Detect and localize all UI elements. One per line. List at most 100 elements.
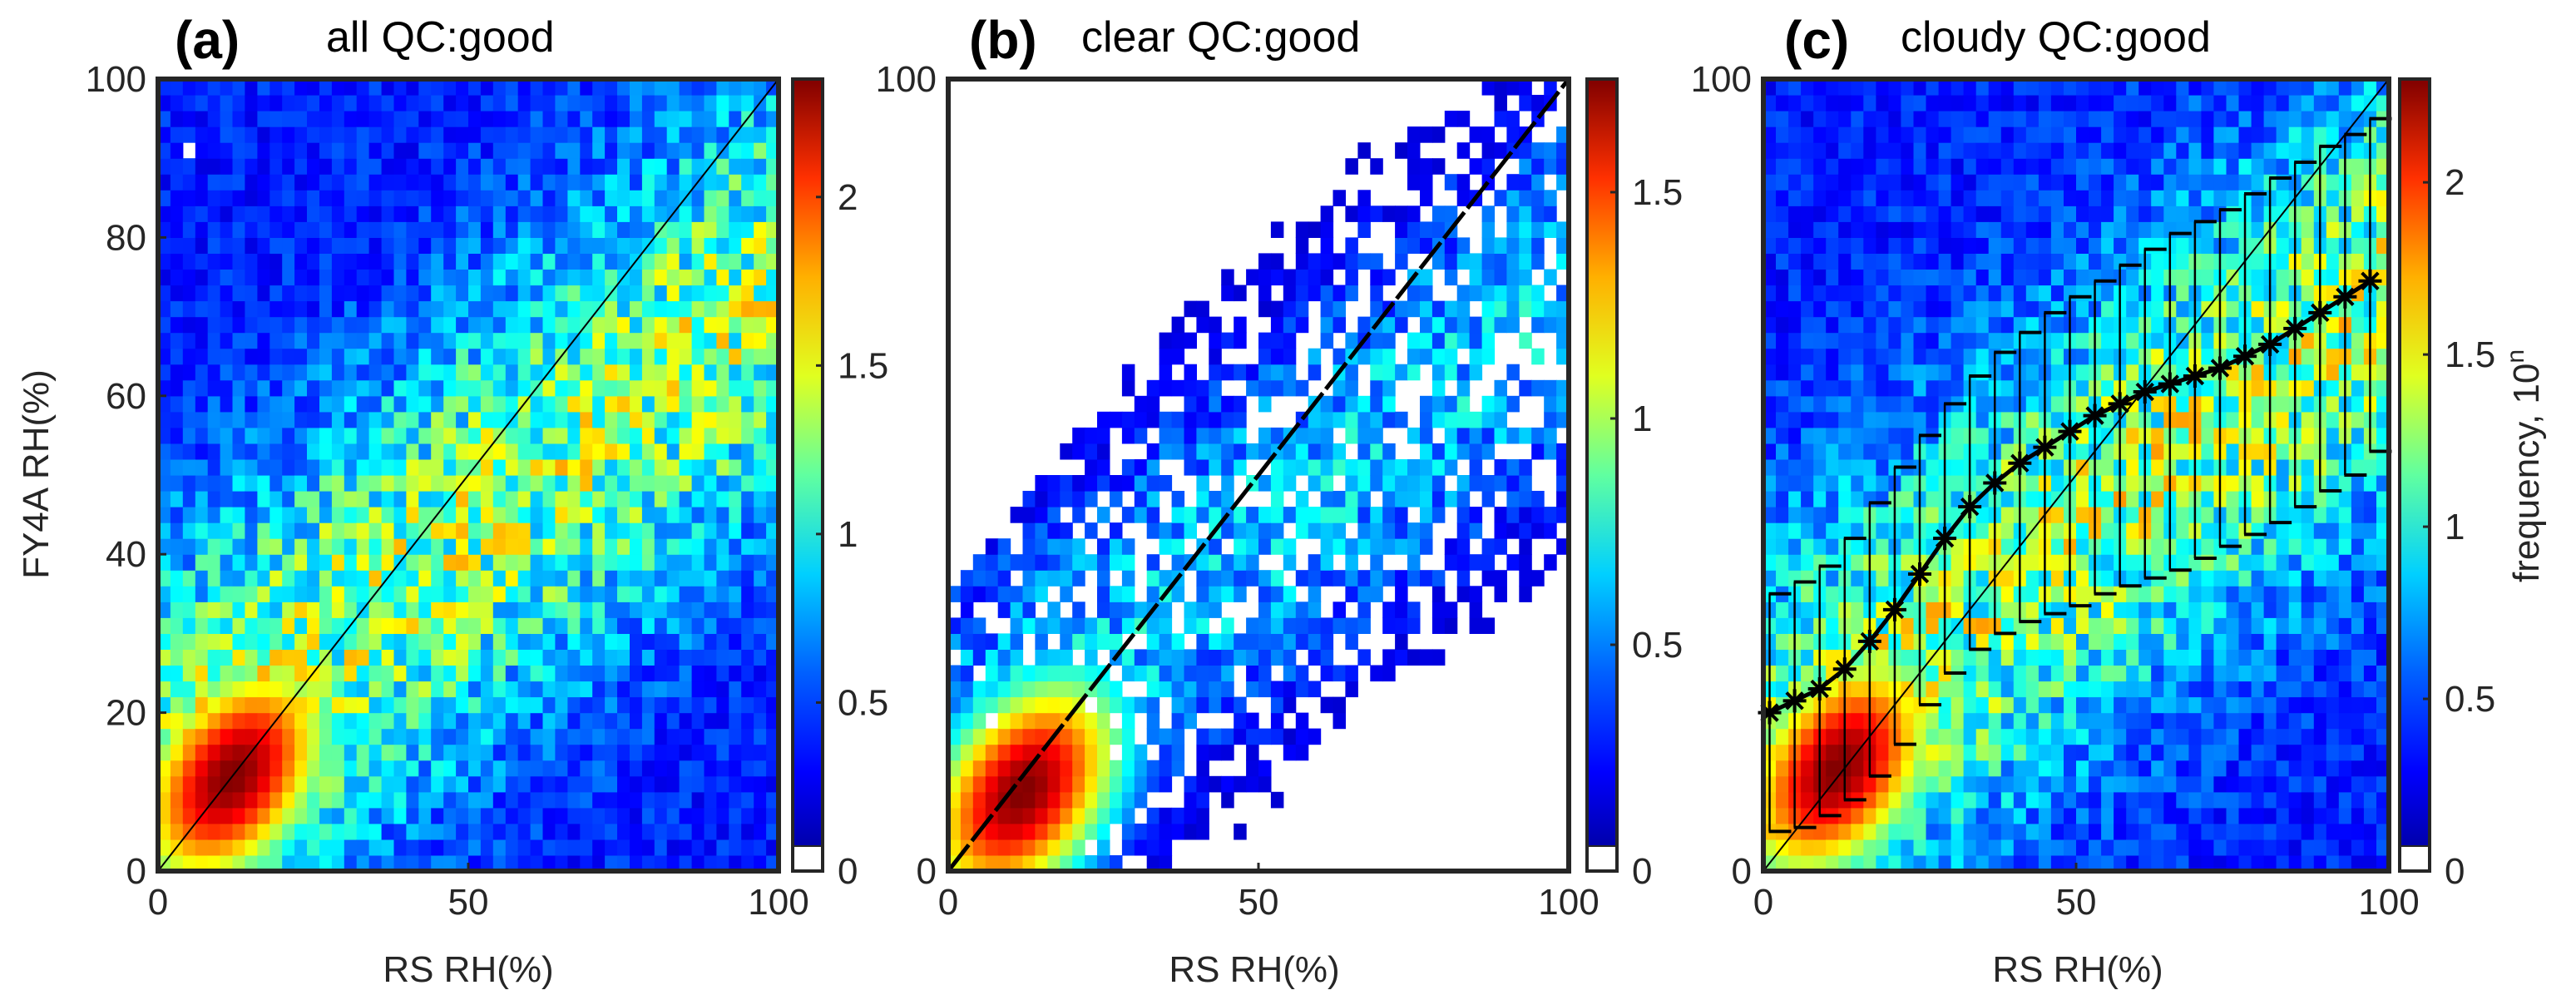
heatmap-cell — [344, 823, 358, 840]
heatmap-cell — [1481, 142, 1496, 159]
heatmap-cell — [1370, 411, 1383, 428]
heatmap-cell — [1097, 760, 1110, 777]
x-tick-label: 0 — [148, 882, 168, 923]
heatmap-cell — [232, 205, 245, 222]
heatmap-cell — [1801, 507, 1814, 523]
heatmap-cell — [1456, 538, 1471, 555]
heatmap-cell — [245, 633, 258, 650]
heatmap-cell — [207, 427, 221, 444]
heatmap-cell — [207, 300, 221, 318]
heatmap-cell — [997, 839, 1011, 856]
heatmap-cell — [666, 221, 680, 238]
heatmap-cell — [1171, 348, 1185, 365]
heatmap-cell — [2064, 111, 2077, 127]
heatmap-cell — [170, 475, 184, 492]
heatmap-cell — [282, 158, 295, 175]
heatmap-cell — [679, 522, 693, 539]
heatmap-cell — [1519, 253, 1532, 270]
heatmap-cell — [691, 348, 705, 365]
heatmap-cell — [2050, 205, 2064, 222]
heatmap-cell — [592, 665, 606, 682]
heatmap-cell — [1035, 775, 1048, 793]
heatmap-cell — [505, 300, 519, 318]
heatmap-cell — [1382, 570, 1396, 587]
heatmap-cell — [207, 586, 221, 602]
heatmap-cell — [641, 823, 655, 840]
heatmap-cell — [1072, 839, 1085, 856]
heatmap-cell — [1295, 681, 1309, 698]
heatmap-cell — [1926, 665, 1940, 682]
heatmap-cell — [468, 839, 482, 856]
heatmap-cell — [691, 253, 705, 270]
heatmap-cell — [232, 79, 245, 96]
heatmap-cell — [368, 427, 383, 444]
heatmap-cell — [1370, 475, 1383, 492]
heatmap-cell — [1988, 95, 2002, 111]
heatmap-cell — [344, 443, 358, 460]
heatmap-cell — [766, 791, 779, 809]
heatmap-cell — [1382, 395, 1396, 413]
heatmap-cell — [1838, 158, 1852, 175]
heatmap-cell — [456, 237, 469, 254]
heatmap-cell — [1876, 744, 1889, 761]
heatmap-cell — [1951, 823, 1965, 840]
heatmap-cell — [1382, 538, 1396, 555]
heatmap-cell — [2025, 348, 2040, 365]
heatmap-cell — [1481, 554, 1496, 571]
heatmap-cell — [1010, 554, 1024, 571]
heatmap-cell — [630, 379, 643, 397]
heatmap-cell — [2000, 379, 2015, 397]
heatmap-cell — [1901, 158, 1914, 175]
heatmap-cell — [269, 364, 283, 381]
heatmap-cell — [1913, 158, 1927, 175]
heatmap-cell — [691, 158, 705, 175]
heatmap-cell — [1060, 633, 1073, 650]
heatmap-cell — [245, 791, 258, 809]
heatmap-cell — [1951, 332, 1965, 349]
heatmap-cell — [1926, 681, 1940, 698]
heatmap-cell — [1283, 601, 1297, 618]
heatmap-cell — [344, 348, 358, 365]
heatmap-cell — [1901, 775, 1914, 793]
heatmap-cell — [1901, 300, 1914, 318]
heatmap-cell — [1159, 427, 1173, 444]
heatmap-cell — [2076, 538, 2089, 555]
heatmap-cell — [1295, 665, 1309, 682]
heatmap-cell — [1469, 427, 1483, 444]
heatmap-cell — [232, 126, 245, 143]
heatmap-cell — [418, 158, 432, 175]
heatmap-cell — [294, 522, 308, 539]
heatmap-cell — [1110, 760, 1123, 777]
heatmap-cell — [530, 633, 544, 650]
heatmap-cell — [2013, 760, 2027, 777]
heatmap-cell — [1258, 269, 1272, 286]
heatmap-cell — [2013, 744, 2027, 761]
heatmap-cell — [381, 649, 395, 666]
heatmap-cell — [1776, 459, 1789, 476]
heatmap-cell — [1332, 316, 1346, 334]
heatmap-cell — [1159, 522, 1173, 539]
heatmap-cell — [754, 601, 767, 618]
heatmap-cell — [207, 522, 221, 539]
heatmap-cell — [307, 554, 320, 571]
heatmap-cell — [207, 570, 221, 587]
heatmap-cell — [381, 522, 395, 539]
heatmap-cell — [1838, 475, 1852, 492]
heatmap-cell — [1171, 586, 1185, 602]
heatmap-cell — [1975, 712, 1990, 730]
heatmap-cell — [1357, 538, 1371, 555]
heatmap-cell — [654, 633, 668, 650]
heatmap-cell — [2013, 221, 2027, 238]
heatmap-cell — [2013, 142, 2027, 159]
heatmap-cell — [1010, 681, 1024, 698]
heatmap-cell — [195, 475, 209, 492]
heatmap-cell — [641, 95, 655, 111]
heatmap-cell — [729, 728, 742, 745]
heatmap-cell — [1270, 570, 1284, 587]
heatmap-cell — [592, 79, 606, 96]
heatmap-cell — [1431, 443, 1446, 460]
heatmap-cell — [704, 712, 717, 730]
heatmap-cell — [381, 111, 395, 127]
heatmap-cell — [741, 459, 754, 476]
heatmap-cell — [997, 601, 1011, 618]
